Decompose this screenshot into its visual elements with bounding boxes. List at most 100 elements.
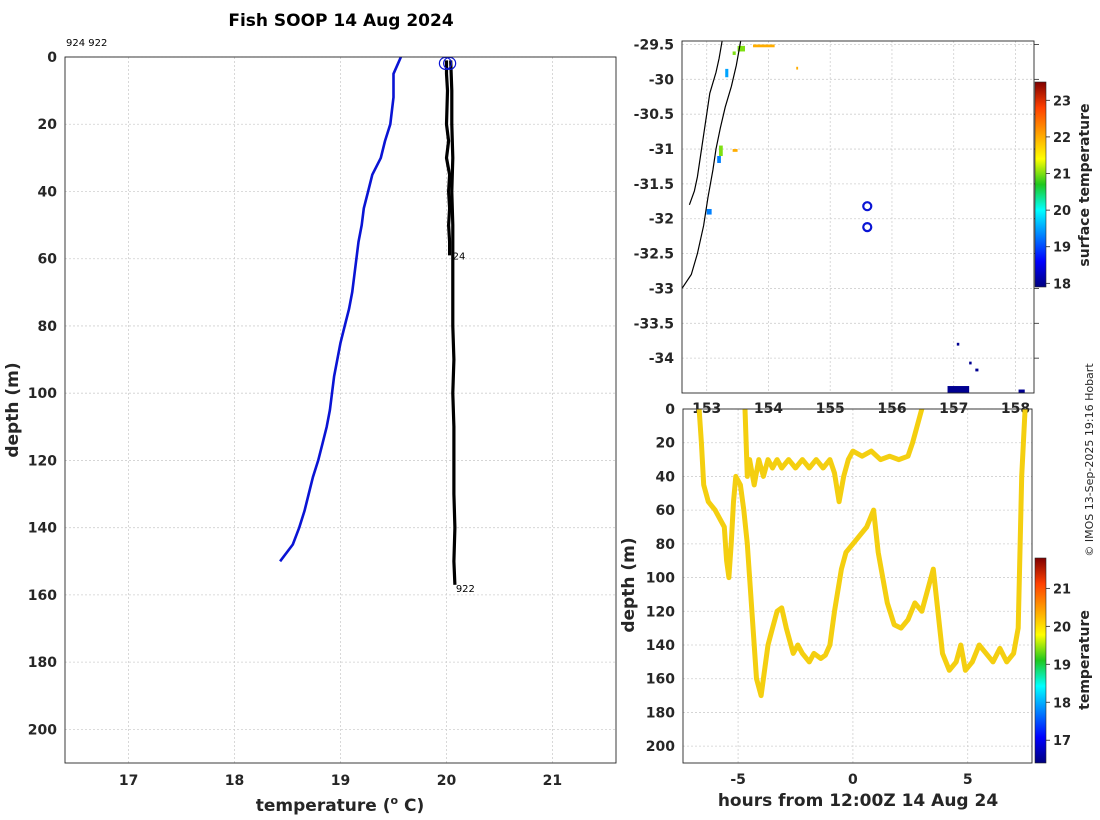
sst-patch-12 xyxy=(975,368,979,372)
sst-cb-tick-3: 21 xyxy=(1053,168,1071,183)
profile-ytick-10: 200 xyxy=(28,722,57,738)
sst-patch-6 xyxy=(717,156,721,163)
timeseries-ylabel: depth (m) xyxy=(619,537,639,632)
map-ytick-4: -31.5 xyxy=(634,177,674,193)
sst-patch-8 xyxy=(706,208,712,215)
ts-ytick-4: 80 xyxy=(656,537,676,553)
ts-ytick-6: 120 xyxy=(646,604,675,620)
sst-cb-tick-4: 22 xyxy=(1053,131,1071,146)
ts-ytick-10: 200 xyxy=(646,739,675,755)
map-grid xyxy=(682,41,1034,393)
profile-ytick-6: 120 xyxy=(28,453,57,469)
profile-series-1 xyxy=(444,60,452,256)
map-ytick-5: -32 xyxy=(649,212,674,228)
sst-patch-0 xyxy=(737,45,745,52)
map-panel: 153 154 155 156 157 158-29.5-30-30.5-31-31.5-… xyxy=(634,37,1093,417)
temperature-colorbar-label: temperature xyxy=(1077,610,1093,710)
profile-ytick-5: 100 xyxy=(28,386,57,402)
sst-cb-tick-2: 20 xyxy=(1053,204,1071,219)
sst-colorbar-label: surface temperature xyxy=(1077,103,1093,266)
temp-cb-tick-3: 20 xyxy=(1053,620,1071,635)
station-labels: 924 922 xyxy=(66,38,107,49)
sst-colorbar-ticks: 18 19 20 21 22 23 xyxy=(1046,94,1071,292)
profile-xtick-4: 21 xyxy=(543,773,562,789)
temperature-colorbar xyxy=(1034,557,1047,764)
profile-ytick-4: 80 xyxy=(38,319,58,335)
sst-patch-11 xyxy=(969,361,972,365)
sst-colorbar xyxy=(1034,81,1047,288)
station-marker-0 xyxy=(862,201,873,212)
profile-frame xyxy=(64,56,617,764)
profile-panel: Fish SOOP 14 Aug 2024 924 922 24 922 17 18… xyxy=(3,11,617,816)
ts-ytick-9: 180 xyxy=(646,705,675,721)
sst-patch-5 xyxy=(719,145,723,157)
map-ytick-2: -30.5 xyxy=(634,107,674,123)
sst-patch-7 xyxy=(732,149,738,152)
sst-cb-tick-1: 19 xyxy=(1053,241,1071,256)
timeseries-ticks: -5 0 5 0 20 40 60 80 100 120 140 160 180 200 xyxy=(646,402,973,788)
ts-ytick-7: 140 xyxy=(646,638,675,654)
coastline xyxy=(682,41,742,289)
sst-patch-1 xyxy=(732,51,736,55)
temp-cb-tick-0: 17 xyxy=(1053,734,1071,749)
timeseries-grid xyxy=(683,408,1032,763)
profile-series-2 xyxy=(449,60,457,585)
map-ticks: 153 154 155 156 157 158-29.5-30-30.5-31-31.5-… xyxy=(634,37,1039,417)
ts-ytick-3: 60 xyxy=(656,503,676,519)
sst-patch-3 xyxy=(796,66,799,70)
profile-series-0 xyxy=(279,57,403,563)
profile-ytick-3: 60 xyxy=(38,252,58,268)
temp-cb-tick-1: 18 xyxy=(1053,696,1071,711)
temperature-colorbar-ticks: 17 18 19 20 21 xyxy=(1046,582,1071,749)
profile-ytick-8: 160 xyxy=(28,588,57,604)
ts-series-1 xyxy=(742,409,925,505)
profile-xtick-3: 20 xyxy=(437,773,457,789)
map-ytick-7: -33 xyxy=(649,281,674,297)
ts-ytick-8: 160 xyxy=(646,672,675,688)
ts-xtick-2: 5 xyxy=(963,772,973,788)
map-ytick-6: -32.5 xyxy=(634,247,674,263)
profile-ytick-9: 180 xyxy=(28,655,57,671)
ts-ytick-0: 0 xyxy=(665,402,675,418)
map-ytick-8: -33.5 xyxy=(634,316,674,332)
map-ytick-0: -29.5 xyxy=(634,37,674,53)
timeseries-xlabel: hours from 12:00Z 14 Aug 24 xyxy=(718,791,999,811)
profile-xtick-1: 18 xyxy=(225,773,244,789)
figure-title: Fish SOOP 14 Aug 2024 xyxy=(228,11,454,31)
map-content xyxy=(682,41,1025,393)
ts-ytick-5: 100 xyxy=(646,571,675,587)
profile-ylabel: depth (m) xyxy=(3,362,23,457)
profile-ytick-1: 20 xyxy=(38,117,58,133)
timeseries-frame xyxy=(682,408,1033,764)
sst-patch-2 xyxy=(753,44,775,48)
temp-cb-tick-4: 21 xyxy=(1053,582,1071,597)
station-marker-1 xyxy=(862,222,873,233)
profile-lines: 24 922 xyxy=(279,57,475,595)
profile-xtick-0: 17 xyxy=(119,773,138,789)
map-ytick-9: -34 xyxy=(649,351,675,367)
timeseries-panel: -5 0 5 0 20 40 60 80 100 120 140 160 180 200 hours fr… xyxy=(619,402,1093,811)
ts-xtick-1: 0 xyxy=(848,772,858,788)
profile-xlabel: temperature (o C) xyxy=(256,794,425,816)
map-ytick-3: -31 xyxy=(649,142,674,158)
profile-ytick-7: 140 xyxy=(28,521,57,537)
profile-series-label-1: 24 xyxy=(453,251,466,262)
sst-patch-4 xyxy=(725,68,729,78)
sst-cb-tick-5: 23 xyxy=(1053,94,1071,109)
timeseries-lines xyxy=(696,409,1028,699)
profile-xtick-2: 19 xyxy=(331,773,350,789)
sst-patch-9 xyxy=(947,386,970,393)
profile-ticks: 17 18 19 20 21 0 20 40 60 80 100 120 140 160 180 200 xyxy=(28,50,562,789)
credit-text: © IMOS 13-Sep-2025 19:16 Hobart xyxy=(1083,363,1096,557)
ts-ytick-2: 40 xyxy=(656,469,676,485)
ts-series-0 xyxy=(696,409,1028,699)
profile-ytick-2: 40 xyxy=(38,184,58,200)
profile-series-label-2: 922 xyxy=(456,584,475,595)
sst-patch-10 xyxy=(956,342,960,346)
sst-patch-13 xyxy=(1018,389,1025,393)
coastline-inner xyxy=(688,41,723,206)
map-frame xyxy=(681,40,1035,394)
profile-grid xyxy=(65,56,616,763)
ts-xtick-0: -5 xyxy=(730,772,746,788)
